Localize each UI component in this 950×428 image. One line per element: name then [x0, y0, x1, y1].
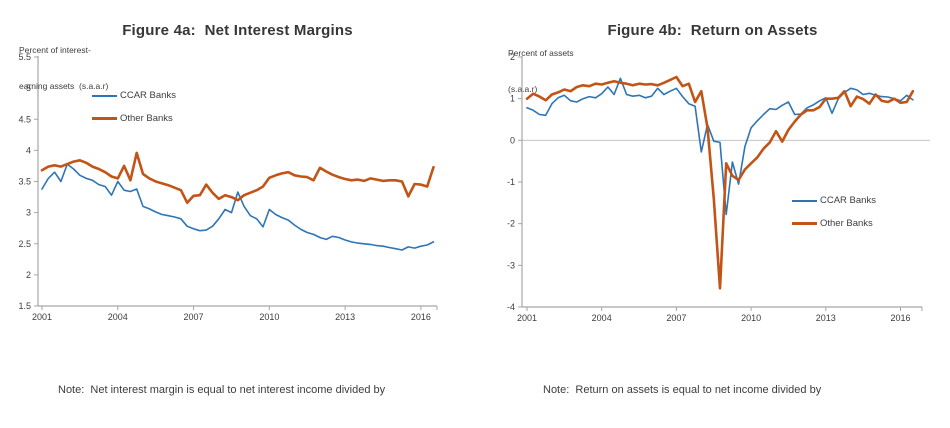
x-tick-label: 2004 [108, 312, 128, 322]
fig4a-legend-label-other: Other Banks [120, 113, 173, 124]
fig4a-y-axis-label: Percent of interest- earning assets (s.a… [19, 20, 108, 116]
figure-4b: Percent of assets (s.a.a.r) Figure 4b: R… [475, 0, 950, 428]
fig4a-note-line1: Note: Net interest margin is equal to ne… [58, 384, 386, 396]
other-banks-line [525, 75, 915, 290]
x-tick-label: 2007 [666, 313, 686, 323]
y-tick-label: 5.5 [18, 52, 31, 62]
y-tick-label: -4 [507, 302, 515, 312]
x-tick-label: 2001 [32, 312, 52, 322]
ccar-line-sample [92, 94, 117, 97]
x-tick-label: 2010 [259, 312, 279, 322]
fig4a-note: Note: Net interest margin is equal to ne… [40, 352, 426, 428]
other-line-sample [92, 117, 117, 120]
y-tick-label: -3 [507, 260, 515, 270]
other-line-sample [792, 222, 817, 225]
ccar-banks-line [526, 77, 914, 216]
fig4a-legend-label-ccar: CCAR Banks [120, 90, 176, 101]
x-tick-label: 2001 [517, 313, 537, 323]
other-banks-line [40, 151, 435, 204]
x-tick-label: 2016 [411, 312, 431, 322]
fig4b-legend-label-ccar: CCAR Banks [820, 195, 876, 206]
x-tick-label: 2007 [184, 312, 204, 322]
y-tick-label: 3.5 [18, 177, 31, 187]
y-tick-label: 4.5 [18, 114, 31, 124]
y-tick-label: 0 [510, 135, 515, 145]
fig4b-y-axis-label-line2: (s.a.a.r) [508, 84, 538, 94]
fig4a-legend-item-other: Other Banks [92, 113, 173, 124]
y-tick-label: -2 [507, 219, 515, 229]
x-tick-label: 2013 [335, 312, 355, 322]
fig4a-y-axis-label-line2: earning assets (s.a.a.r) [19, 81, 109, 91]
fig4a-legend-item-ccar: CCAR Banks [92, 90, 176, 101]
y-tick-label: 1.5 [18, 301, 31, 311]
figure-4a: Percent of interest- earning assets (s.a… [18, 20, 438, 428]
y-tick-label: 2 [26, 270, 31, 280]
y-tick-label: 3 [26, 208, 31, 218]
fig4a-title: Figure 4a: Net Interest Margins [122, 22, 353, 39]
x-tick-label: 2016 [890, 313, 910, 323]
fig4b-title: Figure 4b: Return on Assets [607, 22, 818, 39]
fig4a-y-axis-label-line1: Percent of interest- [19, 45, 91, 55]
fig4b-note: Note: Return on assets is equal to net i… [525, 352, 895, 428]
ccar-line-sample [792, 199, 817, 202]
y-tick-label: 1 [510, 94, 515, 104]
x-tick-label: 2004 [592, 313, 612, 323]
y-tick-label: 2.5 [18, 239, 31, 249]
x-tick-label: 2010 [741, 313, 761, 323]
fig4b-note-line1: Note: Return on assets is equal to net i… [543, 384, 822, 396]
fig4b-legend-label-other: Other Banks [820, 218, 873, 229]
fig4b-legend-item-ccar: CCAR Banks [792, 195, 876, 206]
fig4b-legend-item-other: Other Banks [792, 218, 873, 229]
y-tick-label: 5 [26, 83, 31, 93]
y-tick-label: 2 [510, 52, 515, 62]
x-tick-label: 2013 [816, 313, 836, 323]
fig4b-y-axis-label: Percent of assets (s.a.a.r) [508, 23, 574, 119]
y-tick-label: 4 [26, 145, 31, 155]
y-tick-label: -1 [507, 177, 515, 187]
ccar-banks-line [41, 163, 435, 251]
fig4b-y-axis-label-line1: Percent of assets [508, 48, 574, 58]
